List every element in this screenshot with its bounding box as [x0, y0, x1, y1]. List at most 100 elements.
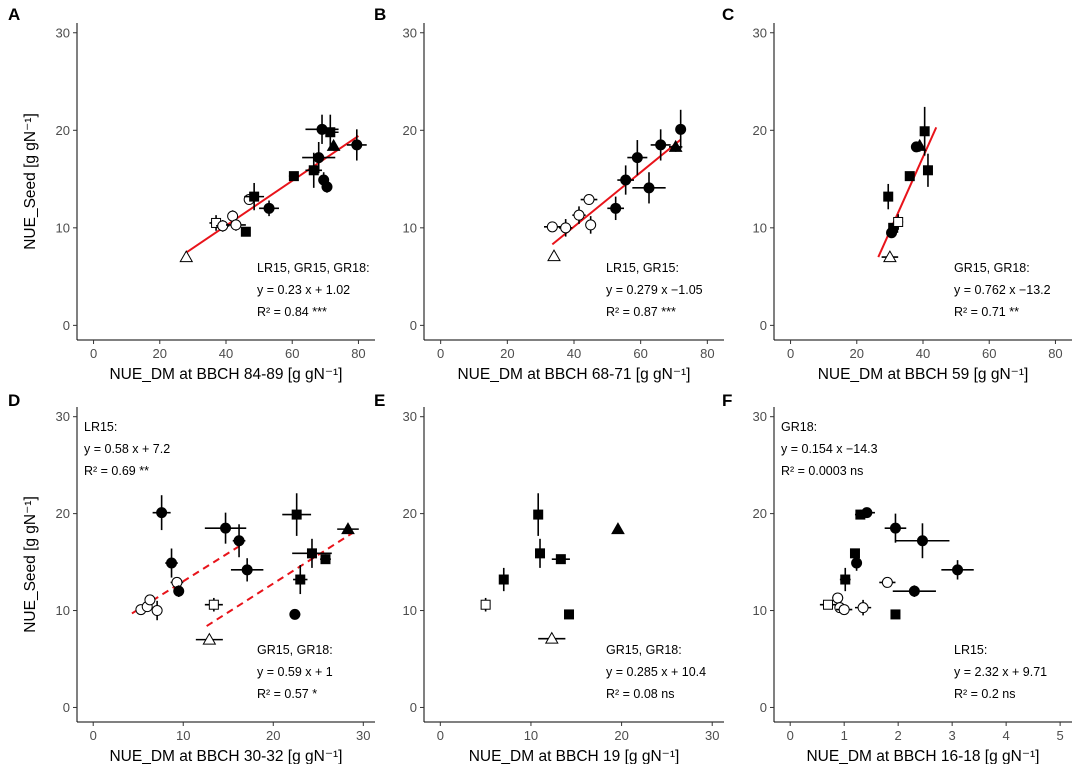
panel-letter: D [8, 391, 20, 410]
data-point [326, 138, 341, 151]
circle-marker [838, 604, 850, 616]
y-axis-title: NUE_Seed [g gN⁻¹] [22, 113, 39, 250]
x-tick-label: 0 [437, 346, 444, 361]
data-point [289, 608, 301, 620]
data-point [244, 182, 265, 211]
square-marker [555, 554, 566, 565]
y-tick-label: 20 [56, 123, 70, 138]
circle-marker [585, 219, 597, 231]
data-point [883, 183, 894, 210]
data-point [890, 609, 901, 620]
circle-marker [351, 139, 363, 151]
panel-letter: E [374, 391, 385, 410]
data-point [572, 206, 586, 224]
y-tick-label: 30 [56, 25, 70, 40]
regression-annotation: LR15: y = 2.32 x + 9.71 R² = 0.2 ns [954, 643, 1047, 701]
circle-marker [916, 535, 928, 547]
data-point [151, 600, 163, 621]
data-point [851, 555, 863, 571]
circle-marker [241, 564, 253, 576]
triangle-marker [547, 249, 561, 262]
regression-annotation: GR18: y = 0.154 x −14.3 R² = 0.0003 ns [781, 420, 878, 478]
square-marker [295, 574, 306, 585]
data-point [580, 194, 598, 206]
data-point [854, 599, 872, 616]
data-point [832, 592, 844, 604]
data-point [322, 114, 339, 150]
panel-letter: C [722, 5, 734, 24]
square-marker [904, 171, 915, 182]
annotation-line: GR15, GR18: [606, 643, 682, 657]
square-marker [306, 548, 317, 559]
x-tick-label: 40 [219, 346, 233, 361]
panel-d: D 0 10 20 30 0 10 20 30 NUE_DM at BBCH 30-32 [g … [8, 391, 375, 764]
data-point [179, 250, 194, 263]
triangle-marker [883, 250, 897, 263]
circle-marker [881, 576, 893, 588]
panel-a: A 0 20 40 60 80 0 10 20 30 NUE_DM at BBCH 84-89 [… [8, 5, 375, 383]
x-tick-label: 40 [567, 346, 581, 361]
data-point [259, 200, 279, 217]
triangle-marker [611, 522, 625, 535]
x-axis-title: NUE_DM at BBCH 16-18 [g gN⁻¹] [806, 748, 1039, 764]
data-point [173, 585, 185, 597]
annotation-line: y = 0.59 x + 1 [257, 665, 333, 679]
circle-marker [263, 202, 275, 214]
square-marker [893, 216, 904, 227]
circle-marker [144, 594, 156, 606]
regression-annotation: LR15, GR15, GR18: y = 0.23 x + 1.02 R² = 0… [257, 261, 370, 319]
data-point [152, 495, 171, 531]
circle-marker [173, 585, 185, 597]
circle-marker [952, 564, 964, 576]
annotation-line: LR15, GR15, GR18: [257, 261, 370, 275]
triangle-marker [668, 139, 683, 152]
y-tick-label: 10 [403, 603, 417, 618]
data-point [650, 129, 671, 161]
panel-b: B 0 20 40 60 80 0 10 20 30 NUE_DM at BBCH 68-71 [… [374, 5, 724, 383]
y-tick-label: 10 [753, 603, 767, 618]
square-marker [849, 548, 860, 559]
circle-marker [230, 219, 242, 231]
data-point [346, 129, 367, 161]
data-point [912, 138, 927, 152]
x-tick-label: 5 [1057, 728, 1064, 743]
annotation-line: R² = 0.87 *** [606, 305, 676, 319]
circle-marker [321, 181, 333, 193]
data-point [836, 604, 853, 616]
data-point [321, 181, 333, 193]
annotation-line: R² = 0.2 ns [954, 687, 1016, 701]
y-tick-label: 30 [753, 409, 767, 424]
annotation-line: R² = 0.0003 ns [781, 464, 863, 478]
data-point [170, 576, 184, 588]
x-tick-label: 20 [266, 728, 280, 743]
circle-marker [832, 592, 844, 604]
data-point [632, 172, 666, 204]
x-tick-label: 10 [176, 728, 190, 743]
square-marker [535, 548, 546, 559]
x-tick-label: 4 [1003, 728, 1010, 743]
x-tick-label: 3 [949, 728, 956, 743]
square-marker [922, 165, 933, 176]
circle-marker [655, 139, 667, 151]
x-tick-label: 20 [614, 728, 628, 743]
data-point [884, 513, 907, 543]
regression-annotation: GR15, GR18: y = 0.762 x −13.2 R² = 0.71 ** [954, 261, 1051, 319]
data-point [617, 165, 634, 195]
data-point [480, 597, 491, 612]
triangle-marker [912, 138, 927, 151]
triangle-marker [179, 250, 194, 263]
annotation-line: LR15, GR15: [606, 261, 679, 275]
data-point [849, 548, 860, 559]
triangle-marker [326, 138, 341, 151]
x-tick-label: 80 [351, 346, 365, 361]
panel-letter: F [722, 391, 732, 410]
circle-marker [289, 608, 301, 620]
data-point [535, 538, 546, 568]
square-marker [890, 609, 901, 620]
data-point [893, 214, 904, 230]
y-tick-label: 30 [753, 25, 767, 40]
regression-line [131, 543, 243, 615]
data-point [216, 220, 230, 232]
y-tick-label: 0 [410, 318, 417, 333]
regression-annotation: GR15, GR18: y = 0.59 x + 1 R² = 0.57 * [257, 643, 333, 701]
